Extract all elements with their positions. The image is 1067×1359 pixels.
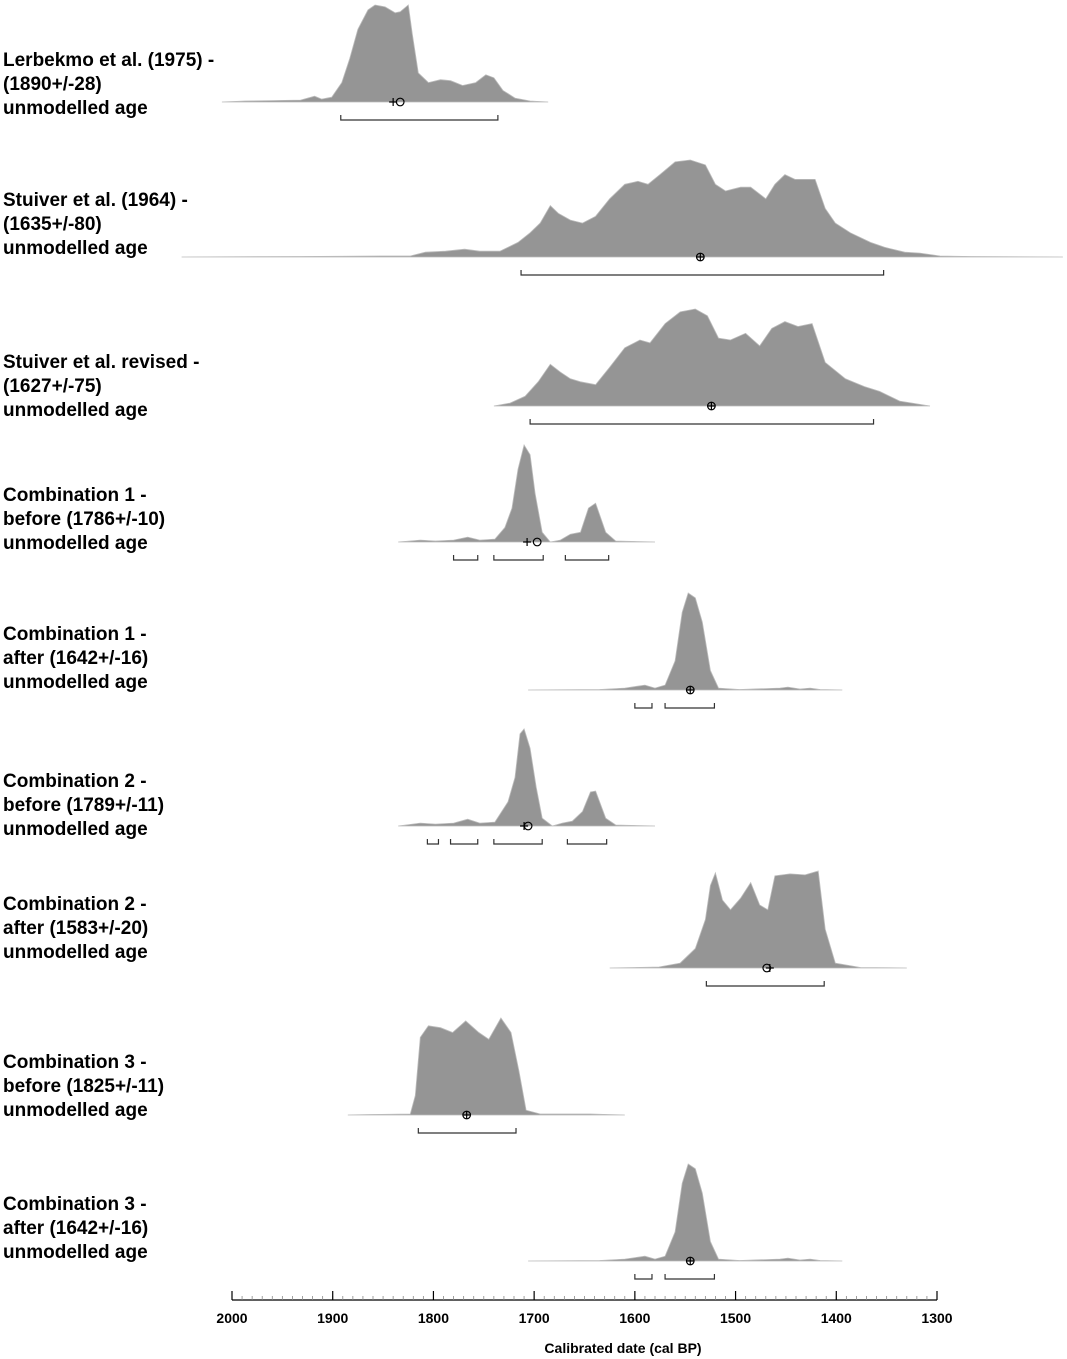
density-area	[609, 870, 907, 969]
range-bracket	[664, 703, 716, 709]
plot-label: before (1825+/-11)	[3, 1076, 164, 1097]
density-area	[398, 443, 656, 543]
plot-label: Combination 2 -	[3, 771, 147, 792]
mean-marker	[523, 821, 533, 831]
plot-label: Combination 1 -	[3, 624, 147, 645]
mean-marker	[695, 252, 705, 262]
median-marker	[462, 1111, 471, 1119]
x-tick-label: 2000	[216, 1310, 247, 1326]
mean-marker	[707, 401, 716, 411]
range-bracket	[417, 1128, 517, 1134]
density-area	[347, 1017, 625, 1116]
plot-label: Stuiver et al. (1964) -	[3, 190, 188, 211]
x-tick-label: 1600	[619, 1310, 650, 1326]
mean-marker	[685, 685, 695, 695]
plot-label: Combination 2 -	[3, 894, 147, 915]
x-tick-label: 1300	[921, 1310, 952, 1326]
plot-label: unmodelled age	[3, 1100, 148, 1121]
plot-label: unmodelled age	[3, 400, 148, 421]
plot-label: (1635+/-80)	[3, 214, 102, 235]
density-area	[181, 159, 1063, 258]
plot-label: before (1786+/-10)	[3, 509, 165, 530]
density-area	[493, 308, 931, 407]
plot-label: Lerbekmo et al. (1975) -	[3, 50, 214, 71]
mean-marker	[395, 97, 405, 107]
density-area	[398, 728, 656, 827]
plot-label: Combination 3 -	[3, 1194, 147, 1215]
plot-label: unmodelled age	[3, 533, 148, 554]
plot-label: (1890+/-28)	[3, 74, 102, 95]
density-area	[528, 592, 843, 691]
plot-label: unmodelled age	[3, 98, 148, 119]
plot-label: unmodelled age	[3, 1242, 148, 1263]
range-bracket	[493, 839, 543, 845]
plot-label: after (1642+/-16)	[3, 648, 148, 669]
range-bracket	[705, 981, 825, 987]
median-marker	[686, 1257, 695, 1265]
plot-label: unmodelled age	[3, 819, 148, 840]
median-marker	[707, 402, 716, 410]
range-bracket	[529, 419, 875, 425]
plot-label: Combination 3 -	[3, 1052, 147, 1073]
density-area	[528, 1163, 843, 1262]
x-axis-label: Calibrated date (cal BP)	[544, 1340, 701, 1356]
plot-label: unmodelled age	[3, 672, 148, 693]
range-bracket	[340, 115, 499, 121]
range-bracket	[449, 839, 479, 845]
median-marker	[523, 538, 532, 546]
plot-label: unmodelled age	[3, 942, 148, 963]
x-tick-label: 1400	[821, 1310, 852, 1326]
range-bracket	[564, 555, 610, 561]
mean-marker	[532, 537, 542, 547]
mean-marker	[462, 1110, 472, 1120]
x-tick-label: 1700	[519, 1310, 550, 1326]
range-bracket	[664, 1274, 716, 1280]
mean-marker	[762, 963, 772, 973]
x-tick-label: 1900	[317, 1310, 348, 1326]
range-bracket	[426, 839, 440, 845]
range-bracket	[634, 1274, 653, 1280]
density-area	[221, 4, 549, 103]
plot-label: unmodelled age	[3, 238, 148, 259]
median-marker	[686, 686, 695, 694]
range-bracket	[452, 555, 479, 561]
plot-label: after (1642+/-16)	[3, 1218, 148, 1239]
range-bracket	[566, 839, 608, 845]
range-bracket	[520, 270, 885, 276]
plot-label: Stuiver et al. revised -	[3, 352, 199, 373]
x-tick-label: 1800	[418, 1310, 449, 1326]
mean-marker	[685, 1256, 695, 1266]
range-bracket	[634, 703, 653, 709]
x-tick-label: 1500	[720, 1310, 751, 1326]
plot-label: before (1789+/-11)	[3, 795, 164, 816]
plot-label: (1627+/-75)	[3, 376, 102, 397]
range-bracket	[493, 555, 544, 561]
plot-label: after (1583+/-20)	[3, 918, 148, 939]
median-marker	[696, 253, 705, 261]
plot-label: Combination 1 -	[3, 485, 147, 506]
